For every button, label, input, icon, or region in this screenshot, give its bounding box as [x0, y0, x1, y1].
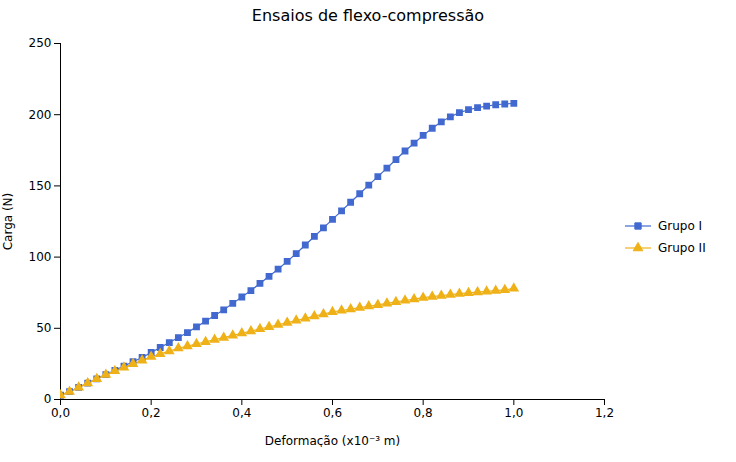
svg-text:200: 200	[29, 108, 52, 122]
html-text:Grupo I: Grupo I	[658, 219, 703, 233]
svg-text:100: 100	[29, 250, 52, 264]
svg-text:250: 250	[29, 36, 52, 50]
svg-text:0,8: 0,8	[414, 406, 433, 420]
svg-text:0,0: 0,0	[51, 406, 70, 420]
html-text:Grupo II: Grupo II	[658, 241, 706, 255]
svg-text:0,4: 0,4	[232, 406, 251, 420]
svg-text:1,2: 1,2	[595, 406, 614, 420]
svg-text:Deformação (x10⁻³ m): Deformação (x10⁻³ m)	[265, 434, 400, 448]
svg-text:1,0: 1,0	[504, 406, 523, 420]
svg-text:0,6: 0,6	[323, 406, 342, 420]
svg-text:50: 50	[36, 321, 51, 335]
svg-text:0: 0	[44, 392, 52, 406]
svg-text:150: 150	[29, 179, 52, 193]
svg-text:Carga (N): Carga (N)	[1, 193, 15, 251]
svg-text:0,2: 0,2	[142, 406, 161, 420]
html-text:Ensaios de flexo-compressão: Ensaios de flexo-compressão	[251, 6, 485, 25]
